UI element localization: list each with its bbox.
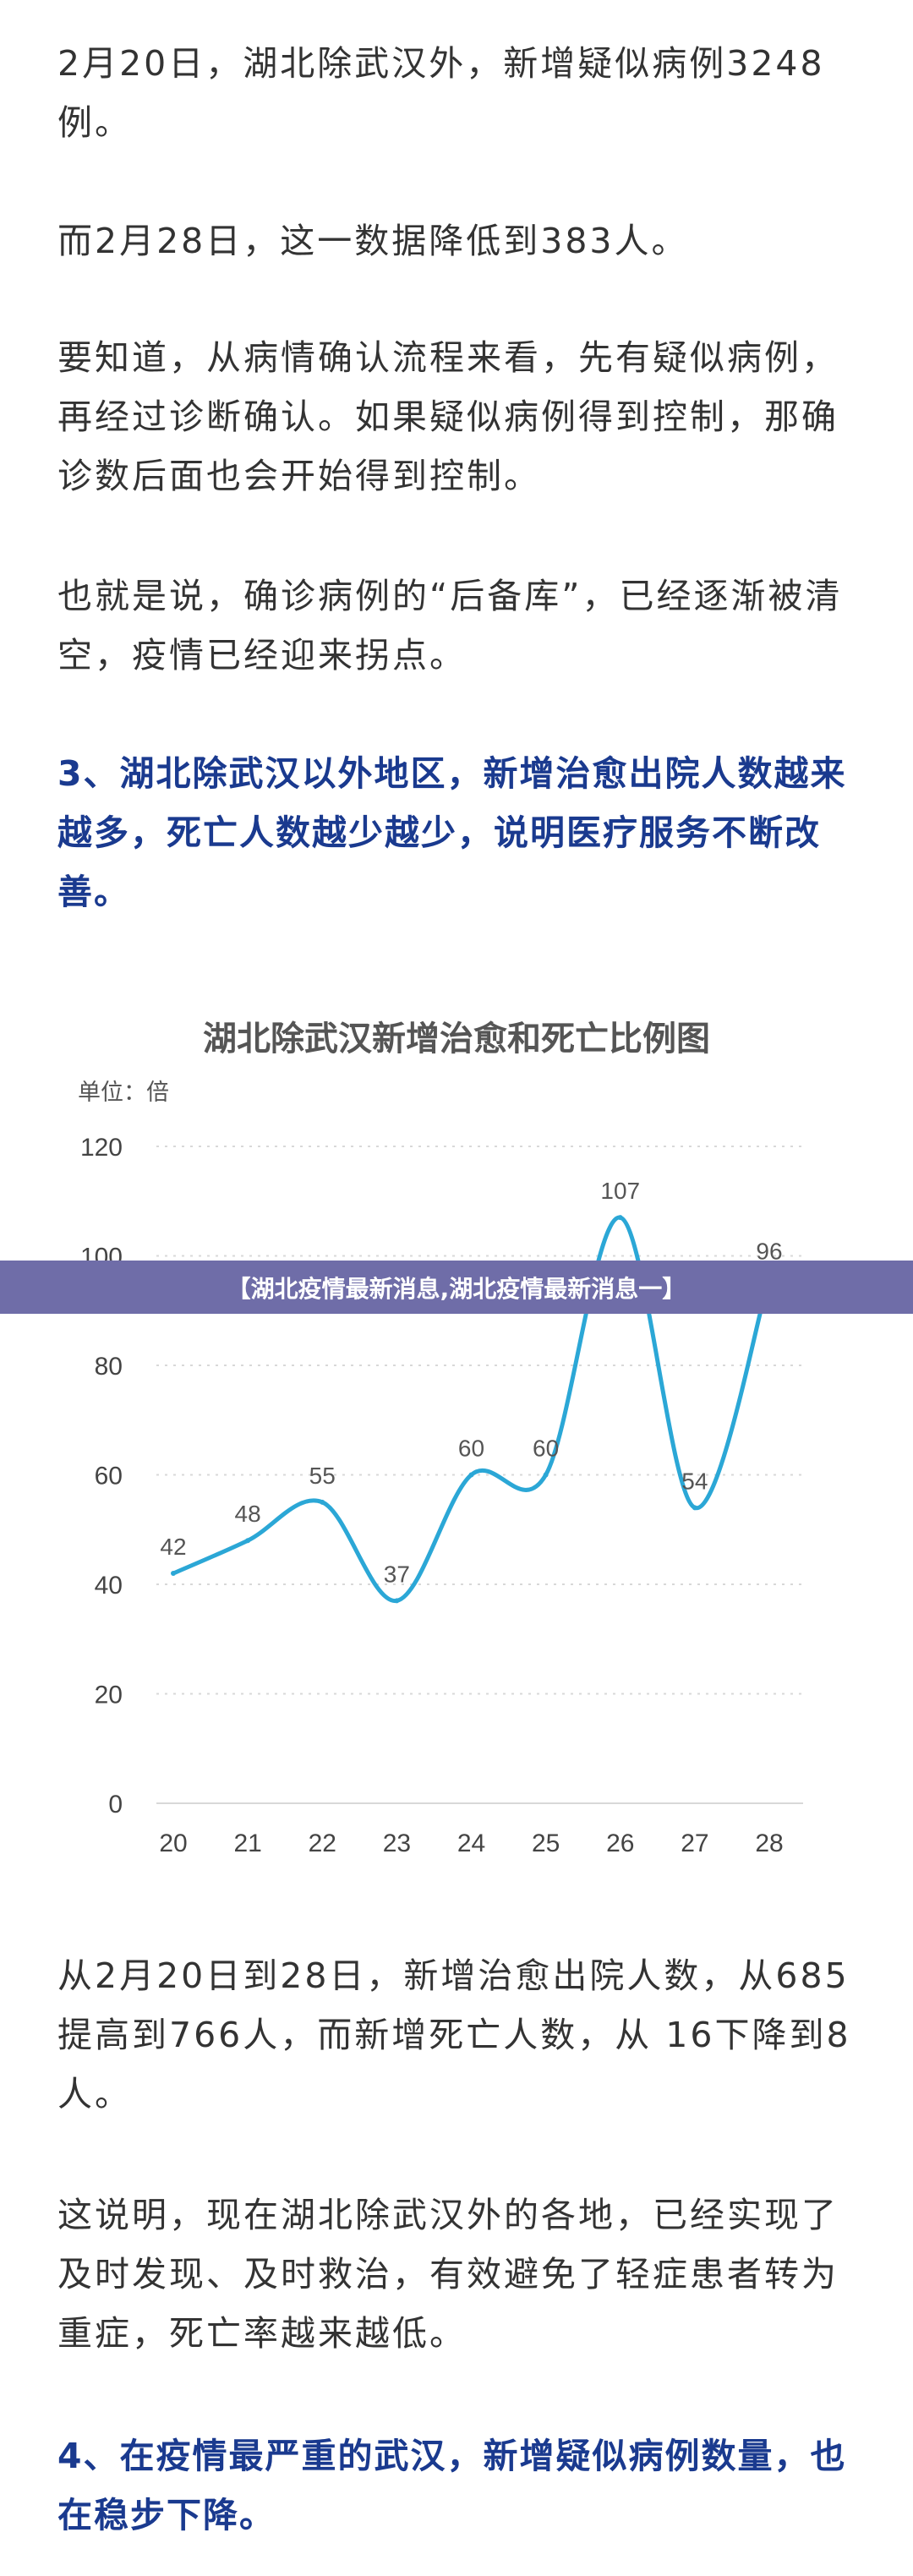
section-heading-4: 4、在疫情最严重的武汉，新增疑似病例数量，也在稳步下降。 bbox=[57, 2436, 847, 2535]
y-tick-label: 80 bbox=[95, 1353, 123, 1381]
x-tick-label: 25 bbox=[532, 1829, 560, 1857]
series-line bbox=[171, 1215, 772, 1603]
x-tick-label: 26 bbox=[606, 1829, 634, 1857]
data-label: 96 bbox=[756, 1238, 782, 1264]
data-point bbox=[617, 1215, 623, 1221]
x-tick-label: 28 bbox=[755, 1829, 783, 1857]
chart-unit-label: 单位：倍 bbox=[78, 1080, 169, 1106]
data-point bbox=[468, 1472, 474, 1478]
y-tick-label: 20 bbox=[95, 1682, 123, 1709]
data-point bbox=[320, 1499, 325, 1505]
y-tick-label: 120 bbox=[80, 1134, 123, 1162]
paragraph-6: 这说明，现在湖北除武汉外的各地，已经实现了及时发现、及时救治，有效避免了轻症患者… bbox=[57, 2195, 839, 2354]
y-tick-label: 0 bbox=[108, 1791, 123, 1819]
x-tick-label: 20 bbox=[159, 1829, 187, 1857]
x-tick-label: 21 bbox=[233, 1829, 261, 1857]
data-label: 55 bbox=[309, 1463, 336, 1489]
data-label: 54 bbox=[681, 1468, 708, 1494]
data-point bbox=[543, 1472, 549, 1478]
x-tick-label: 23 bbox=[383, 1829, 411, 1857]
title-banner: 【湖北疫情最新消息,湖北疫情最新消息一】 bbox=[0, 1261, 913, 1314]
paragraph-1: 2月20日，湖北除武汉外，新增疑似病例3248例。 bbox=[57, 43, 825, 143]
paragraph-3: 要知道，从病情确认流程来看，先有疑似病例，再经过诊断确认。如果疑似病例得到控制，… bbox=[57, 337, 839, 496]
paragraph-4: 也就是说，确诊病例的“后备库”，已经逐渐被清空，疫情已经迎来拐点。 bbox=[57, 576, 843, 675]
data-label: 60 bbox=[533, 1436, 559, 1462]
data-label: 48 bbox=[235, 1501, 261, 1527]
section-heading-3: 3、湖北除武汉以外地区，新增治愈出院人数越来越多，死亡人数越少越少，说明医疗服务… bbox=[57, 753, 847, 912]
y-tick-label: 60 bbox=[95, 1463, 123, 1490]
paragraph-5: 从2月20日到28日，新增治愈出院人数，从685提高到766人，而新增死亡人数，… bbox=[57, 1955, 851, 2114]
data-point bbox=[394, 1598, 400, 1604]
chart-title: 湖北除武汉新增治愈和死亡比例图 bbox=[203, 1020, 710, 1058]
data-point bbox=[171, 1571, 176, 1577]
data-label: 60 bbox=[458, 1436, 484, 1462]
data-point bbox=[692, 1505, 697, 1511]
x-tick-label: 24 bbox=[457, 1829, 485, 1857]
x-tick-label: 27 bbox=[681, 1829, 708, 1857]
data-label: 42 bbox=[160, 1534, 186, 1560]
x-tick-label: 22 bbox=[309, 1829, 336, 1857]
data-point bbox=[245, 1538, 251, 1544]
data-label: 37 bbox=[384, 1561, 410, 1587]
y-tick-label: 40 bbox=[95, 1572, 123, 1600]
paragraph-2: 而2月28日，这一数据降低到383人。 bbox=[57, 221, 689, 261]
banner-text: 【湖北疫情最新消息,湖北疫情最新消息一】 bbox=[227, 1274, 686, 1303]
data-label: 107 bbox=[600, 1178, 640, 1204]
